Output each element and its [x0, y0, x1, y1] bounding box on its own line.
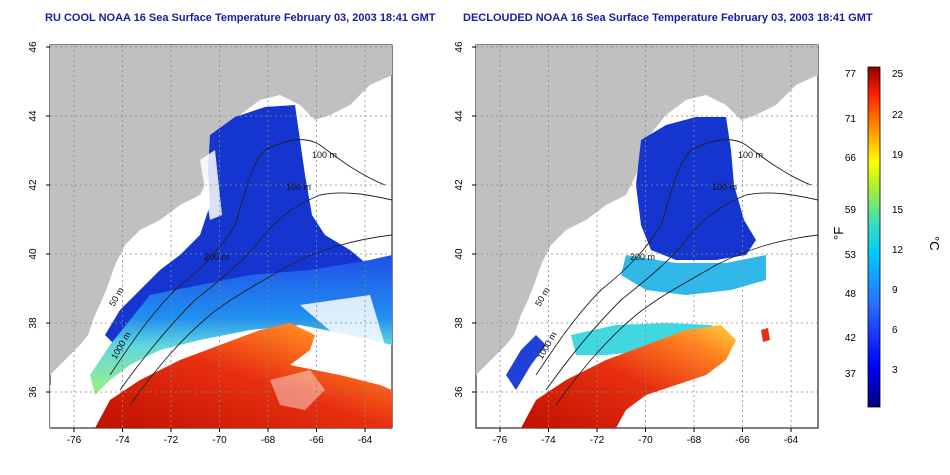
y-tick-label: 40 [28, 248, 39, 260]
x-tick-label: -76 [67, 435, 82, 446]
celsius-tick: 12 [892, 245, 904, 256]
right-mid-water [621, 255, 766, 295]
y-tick-label: 42 [28, 179, 39, 191]
y-tick-label: 44 [454, 110, 465, 122]
right-land-mass [476, 45, 818, 375]
x-tick-label: -70 [212, 435, 227, 446]
x-tick-label: -66 [735, 435, 750, 446]
left-warm-water [95, 323, 392, 428]
fahrenheit-tick: 66 [845, 153, 857, 164]
y-tick-label: 36 [454, 386, 465, 398]
fahrenheit-tick: 37 [845, 369, 857, 380]
right-warm-water [521, 325, 736, 428]
right-sst-map: 100 m 100 m 200 m 50 m 1000 m [475, 44, 819, 429]
temperature-colorbar: 77 71 66 59 53 48 42 37 25 22 19 15 12 9 6 3 °F °C [831, 66, 942, 408]
x-tick-label: -64 [358, 435, 373, 446]
x-tick-label: -68 [261, 435, 276, 446]
fahrenheit-tick: 42 [845, 333, 857, 344]
left-sst-map: 100 m 100 m 200 m 50 m 1000 m [49, 44, 393, 429]
right-bathymetry-contours [535, 139, 819, 406]
celsius-ticks: 25 22 19 15 12 9 6 3 [892, 69, 904, 376]
left-cloud-streaks [50, 150, 385, 428]
left-label-100m-a: 100 m [312, 150, 337, 160]
colorbar-gradient [867, 66, 881, 408]
y-tick-label: 42 [454, 179, 465, 191]
x-tick-label: -70 [638, 435, 653, 446]
x-tick-label: -74 [541, 435, 556, 446]
fahrenheit-ticks: 77 71 66 59 53 48 42 37 [845, 69, 857, 380]
y-tick-label: 46 [454, 41, 465, 53]
y-tick-label: 44 [28, 110, 39, 122]
left-axes: -76 -74 -72 -70 -68 -66 -64 46 44 42 40 38 36 [28, 41, 373, 446]
x-tick-label: -64 [784, 435, 799, 446]
left-land-mass [50, 45, 392, 375]
x-tick-label: -72 [164, 435, 179, 446]
right-cold-water [636, 117, 756, 260]
celsius-tick: 15 [892, 205, 904, 216]
celsius-tick: 25 [892, 69, 904, 80]
right-label-100m-b: 100 m [712, 182, 737, 192]
fahrenheit-tick: 53 [845, 250, 857, 261]
left-label-100m-b: 100 m [286, 182, 311, 192]
y-tick-label: 38 [28, 317, 39, 329]
fahrenheit-tick: 71 [845, 114, 857, 125]
right-coastal-cold [506, 335, 546, 390]
left-bathymetry-contours [109, 139, 393, 406]
x-tick-label: -72 [590, 435, 605, 446]
celsius-tick: 22 [892, 110, 904, 121]
celsius-label: °C [927, 236, 942, 251]
x-tick-label: -66 [309, 435, 324, 446]
fahrenheit-tick: 48 [845, 289, 857, 300]
fahrenheit-label: °F [831, 227, 846, 240]
fahrenheit-tick: 59 [845, 205, 857, 216]
y-tick-label: 40 [454, 248, 465, 260]
left-panel-title: RU COOL NOAA 16 Sea Surface Temperature … [45, 12, 436, 24]
right-axes: -76 -74 -72 -70 -68 -66 -64 46 44 42 40 38 36 [454, 41, 799, 446]
left-label-200m: 200 m [204, 252, 229, 262]
celsius-tick: 6 [892, 325, 898, 336]
celsius-tick: 3 [892, 365, 898, 376]
y-tick-label: 46 [28, 41, 39, 53]
right-label-100m-a: 100 m [738, 150, 763, 160]
right-label-200m: 200 m [630, 252, 655, 262]
right-grid [476, 45, 818, 428]
right-warm-eddy [761, 328, 770, 342]
x-tick-label: -68 [687, 435, 702, 446]
right-panel-title: DECLOUDED NOAA 16 Sea Surface Temperatur… [463, 12, 873, 24]
x-tick-label: -74 [115, 435, 130, 446]
left-grid [50, 45, 392, 428]
y-tick-label: 38 [454, 317, 465, 329]
celsius-tick: 19 [892, 150, 904, 161]
x-tick-label: -76 [493, 435, 508, 446]
fahrenheit-tick: 77 [845, 69, 857, 80]
celsius-tick: 9 [892, 285, 898, 296]
y-tick-label: 36 [28, 386, 39, 398]
